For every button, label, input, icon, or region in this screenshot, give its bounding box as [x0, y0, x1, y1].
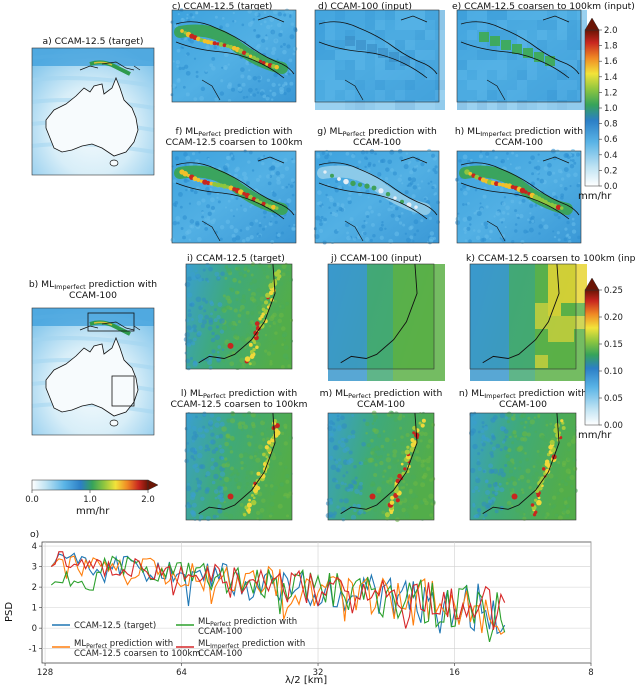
top-colorbar-unit: mm/hr — [578, 191, 612, 202]
legend-label-line2-1: CCAM-12.5 coarsen to 100km — [74, 649, 201, 659]
psd-xlabel: λ/2 [km] — [285, 675, 327, 685]
panel-title-a: a) CCAM-12.5 (target) — [43, 36, 144, 47]
png-map-d — [314, 9, 445, 110]
nsw-map-k — [469, 263, 587, 381]
panel-title-j: j) CCAM-100 (input) — [330, 253, 422, 264]
top-colorbar-tick: 2.0 — [604, 26, 618, 36]
panel-title-g: g) MLPerfect prediction with — [317, 126, 437, 138]
legend-label-line2-3: CCAM-100 — [198, 649, 242, 659]
psd-ytick: 1 — [32, 604, 37, 614]
nsw-map-m — [325, 410, 436, 523]
panel-title-c: c) CCAM-12.5 (target) — [172, 1, 272, 12]
png-map-h — [455, 148, 582, 244]
top-colorbar-tick: 1.2 — [604, 88, 618, 98]
australia-map-a — [31, 47, 155, 176]
panel-subtitle-g: CCAM-100 — [353, 137, 401, 148]
middle-colorbar-tick: 0.15 — [604, 340, 623, 350]
map-panels — [31, 8, 587, 523]
middle-colorbar-tick: 0.20 — [604, 313, 623, 323]
top-colorbar-tick: 1.8 — [604, 42, 618, 52]
top-colorbar-tick: 1.0 — [604, 104, 618, 114]
middle-colorbar: 0.25 0.20 0.15 0.10 0.05 0.00 mm/hr — [578, 277, 623, 441]
psd-ytick: -1 — [29, 645, 37, 655]
png-map-g — [313, 148, 440, 245]
horizontal-colorbar-tick: 0.0 — [25, 495, 39, 505]
top-colorbar-tick: 0.0 — [604, 182, 618, 192]
psd-ytick: 3 — [32, 563, 37, 573]
panel-title-k: k) CCAM-12.5 coarsen to 100km (input) — [466, 253, 636, 264]
legend-label-0: CCAM-12.5 (target) — [74, 621, 156, 631]
nsw-map-n — [469, 411, 578, 521]
legend-label-3: MLImperfect prediction with — [198, 639, 305, 650]
psd-xtick: 8 — [588, 668, 593, 678]
panel-title-e: e) CCAM-12.5 coarsen to 100km (input) — [452, 1, 635, 12]
panel-subtitle-h: CCAM-100 — [495, 137, 543, 148]
top-colorbar: 2.0 1.8 1.6 1.4 1.2 1.0 0.8 0.6 0.4 0.2 0.0 mm/hr — [578, 17, 618, 202]
psd-xtick: 16 — [449, 668, 460, 678]
horizontal-colorbar-tick: 1.0 — [83, 495, 97, 505]
psd-xtick: 128 — [37, 668, 53, 678]
panel-title-l: l) MLPerfect prediction with — [181, 388, 297, 400]
middle-colorbar-tick: 0.00 — [604, 421, 623, 431]
nsw-map-i — [183, 262, 294, 371]
middle-colorbar-tick: 0.25 — [604, 286, 623, 296]
panel-subtitle-b: CCAM-100 — [69, 290, 117, 301]
panel-title-n: n) MLImperfect prediction with — [459, 388, 587, 400]
png-map-f — [170, 149, 297, 244]
legend-label-2: MLPerfect prediction with — [198, 617, 297, 628]
psd-ytick: 0 — [32, 624, 37, 634]
legend-label-1: MLPerfect prediction with — [74, 639, 173, 650]
nsw-map-j — [327, 263, 445, 381]
psd-series-line-3 — [50, 551, 506, 631]
middle-colorbar-tick: 0.05 — [604, 394, 623, 404]
psd-ylabel: PSD — [4, 602, 15, 622]
panel-title-h: h) MLImperfect prediction with — [455, 126, 583, 138]
legend-label-line2-2: CCAM-100 — [198, 627, 242, 637]
horizontal-colorbar-unit: mm/hr — [76, 506, 110, 517]
nsw-map-l — [184, 411, 293, 522]
panel-title-m: m) MLPerfect prediction with — [320, 388, 443, 400]
panel-subtitle-f: CCAM-12.5 coarsen to 100km — [166, 137, 303, 148]
psd-chart: o) -1 0 1 2 3 4 128 64 32 16 8 CCAM-12.5 (target) M… — [4, 529, 594, 685]
png-map-e — [456, 9, 587, 110]
top-colorbar-tick: 0.2 — [604, 166, 618, 176]
top-colorbar-tick: 1.6 — [604, 57, 618, 67]
top-colorbar-tick: 1.4 — [604, 73, 618, 83]
psd-xtick: 32 — [313, 668, 324, 678]
panel-title-d: d) CCAM-100 (input) — [318, 1, 412, 12]
middle-colorbar-tick: 0.10 — [604, 367, 623, 377]
horizontal-colorbar: 0.0 1.0 2.0 mm/hr — [25, 479, 159, 517]
psd-ytick: 2 — [32, 583, 37, 593]
psd-ytick: 4 — [32, 542, 37, 552]
panel-title-f: f) MLPerfect prediction with — [175, 126, 292, 138]
panel-title-i: i) CCAM-12.5 (target) — [187, 253, 285, 264]
panel-subtitle-l: CCAM-12.5 coarsen to 100km — [171, 399, 308, 410]
top-colorbar-tick: 0.6 — [604, 135, 618, 145]
panel-subtitle-n: CCAM-100 — [499, 399, 547, 410]
panel-title-b: b) MLImperfect prediction with — [29, 279, 157, 291]
psd-series-line-2 — [50, 555, 506, 643]
png-map-c — [170, 8, 298, 103]
panel-titles: a) CCAM-12.5 (target) c) CCAM-12.5 (targe… — [29, 1, 636, 410]
middle-colorbar-unit: mm/hr — [578, 430, 612, 441]
panel-subtitle-m: CCAM-100 — [357, 399, 405, 410]
top-colorbar-tick: 0.4 — [604, 151, 618, 161]
top-colorbar-tick: 0.8 — [604, 120, 618, 130]
australia-map-b — [31, 307, 155, 436]
psd-chart-title: o) — [30, 529, 39, 540]
psd-xtick: 64 — [176, 668, 187, 678]
horizontal-colorbar-tick: 2.0 — [141, 495, 155, 505]
